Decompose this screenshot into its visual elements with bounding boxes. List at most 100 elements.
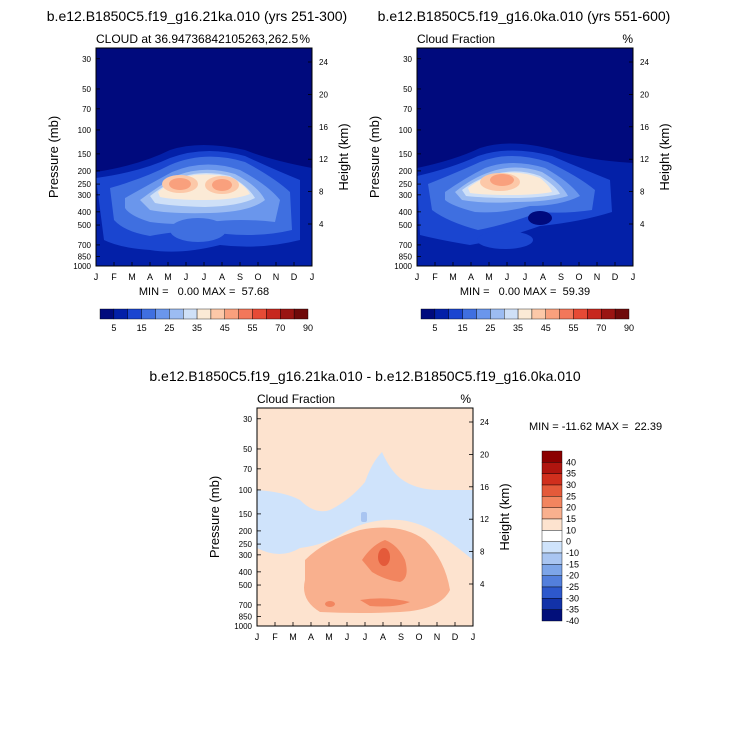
colorbar-label: -40 (566, 616, 579, 626)
colorbar-label: 25 (566, 491, 576, 501)
chart-title: b.e12.B1850C5.f19_g16.21ka.010 (yrs 251-… (47, 8, 347, 24)
colorbar-label: 35 (513, 323, 523, 333)
y-tick-label: 400 (239, 568, 253, 577)
colorbar-label: 35 (192, 323, 202, 333)
colorbar-swatch (541, 450, 563, 463)
x-tick-label: J (255, 632, 260, 642)
plot-area (95, 47, 313, 267)
y-tick-label: 400 (399, 208, 413, 217)
y-right-tick-label: 8 (319, 188, 324, 197)
colorbar-label: 15 (458, 323, 468, 333)
y-tick-label: 250 (78, 180, 92, 189)
colorbar-label: -25 (566, 582, 579, 592)
colorbar-label: 35 (566, 469, 576, 479)
x-tick-label: D (291, 272, 298, 282)
x-tick-label: N (434, 632, 441, 642)
y-right-tick-label: 20 (319, 90, 328, 99)
y-tick-label: 70 (243, 465, 252, 474)
y-tick-label: 300 (78, 191, 92, 200)
colorbar-label: 5 (432, 323, 437, 333)
units-label: % (460, 392, 471, 406)
y-axis-right-label: Height (km) (497, 483, 512, 550)
colorbar: 5 15 25 35 45 55 70 90 (420, 308, 634, 333)
x-tick-label: F (111, 272, 117, 282)
colorbar-swatch (541, 575, 563, 588)
x-tick-label: S (398, 632, 404, 642)
x-tick-label: J (471, 632, 476, 642)
colorbar-label: 70 (596, 323, 606, 333)
y-right-tick-label: 24 (319, 58, 328, 67)
y-right-tick-label: 8 (640, 188, 645, 197)
y-tick-label: 700 (399, 241, 413, 250)
colorbar-swatch (541, 552, 563, 565)
y-tick-label: 70 (403, 105, 412, 114)
colorbar-label: 15 (566, 514, 576, 524)
contour-fill (169, 178, 191, 190)
y-tick-label: 700 (239, 601, 253, 610)
x-tick-label: F (432, 272, 438, 282)
y-axis-label: Pressure (mb) (46, 116, 61, 198)
colorbar-label: 45 (541, 323, 551, 333)
colorbar-swatch (541, 473, 563, 486)
min-max-stats: MIN = 0.00 MAX = 59.39 (460, 286, 590, 298)
colorbar-label: 45 (220, 323, 230, 333)
colorbar-label: 30 (566, 480, 576, 490)
y-tick-label: 150 (78, 150, 92, 159)
colorbar-swatch (541, 598, 563, 610)
x-tick-label: J (184, 272, 189, 282)
contour-fill (257, 452, 473, 560)
x-tick-label: M (449, 272, 457, 282)
x-tick-label: J (505, 272, 510, 282)
colorbar-label: 55 (248, 323, 258, 333)
colorbar-label: -10 (566, 548, 579, 558)
colorbar-swatch (541, 484, 563, 497)
y-tick-label: 850 (239, 612, 253, 621)
y-tick-label: 150 (239, 510, 253, 519)
y-tick-label: 200 (78, 167, 92, 176)
y-tick-label: 50 (243, 445, 252, 454)
colorbar-swatch (541, 496, 563, 508)
x-tick-label: N (273, 272, 280, 282)
y-tick-label: 50 (403, 85, 412, 94)
x-tick-label: M (485, 272, 493, 282)
x-tick-label: J (310, 272, 315, 282)
y-right-tick-label: 16 (480, 483, 489, 492)
y-tick-label: 400 (78, 208, 92, 217)
chart-subtitle: CLOUD at 36.94736842105263,262.5 (96, 32, 298, 46)
colorbar-label: -35 (566, 605, 579, 615)
y-right-tick-labels: 24 20 16 12 8 4 (629, 58, 649, 229)
y-axis-right-label: Height (km) (657, 123, 672, 190)
y-tick-label: 1000 (234, 622, 252, 631)
colorbar-swatch (541, 609, 563, 622)
y-right-tick-label: 24 (480, 418, 489, 427)
x-tick-label: S (558, 272, 564, 282)
y-tick-label: 100 (239, 486, 253, 495)
y-tick-label: 100 (399, 126, 413, 135)
colorbar-label: 5 (111, 323, 116, 333)
contour-fill (490, 174, 514, 186)
contour-fill (170, 218, 226, 242)
y-tick-label: 300 (239, 551, 253, 560)
y-tick-label: 700 (78, 241, 92, 250)
x-tick-label: M (164, 272, 172, 282)
x-tick-label: M (128, 272, 136, 282)
y-tick-label: 500 (239, 581, 253, 590)
y-right-tick-label: 4 (319, 220, 324, 229)
colorbar-label: -20 (566, 571, 579, 581)
colorbar-label: 55 (569, 323, 579, 333)
x-tick-label: D (452, 632, 459, 642)
x-tick-label: J (631, 272, 636, 282)
y-axis-label: Pressure (mb) (367, 116, 382, 198)
min-max-stats: MIN = 0.00 MAX = 57.68 (139, 286, 269, 298)
units-label: % (299, 32, 310, 46)
colorbar-label: -30 (566, 593, 579, 603)
y-right-tick-label: 20 (480, 450, 489, 459)
x-tick-label: A (380, 632, 386, 642)
